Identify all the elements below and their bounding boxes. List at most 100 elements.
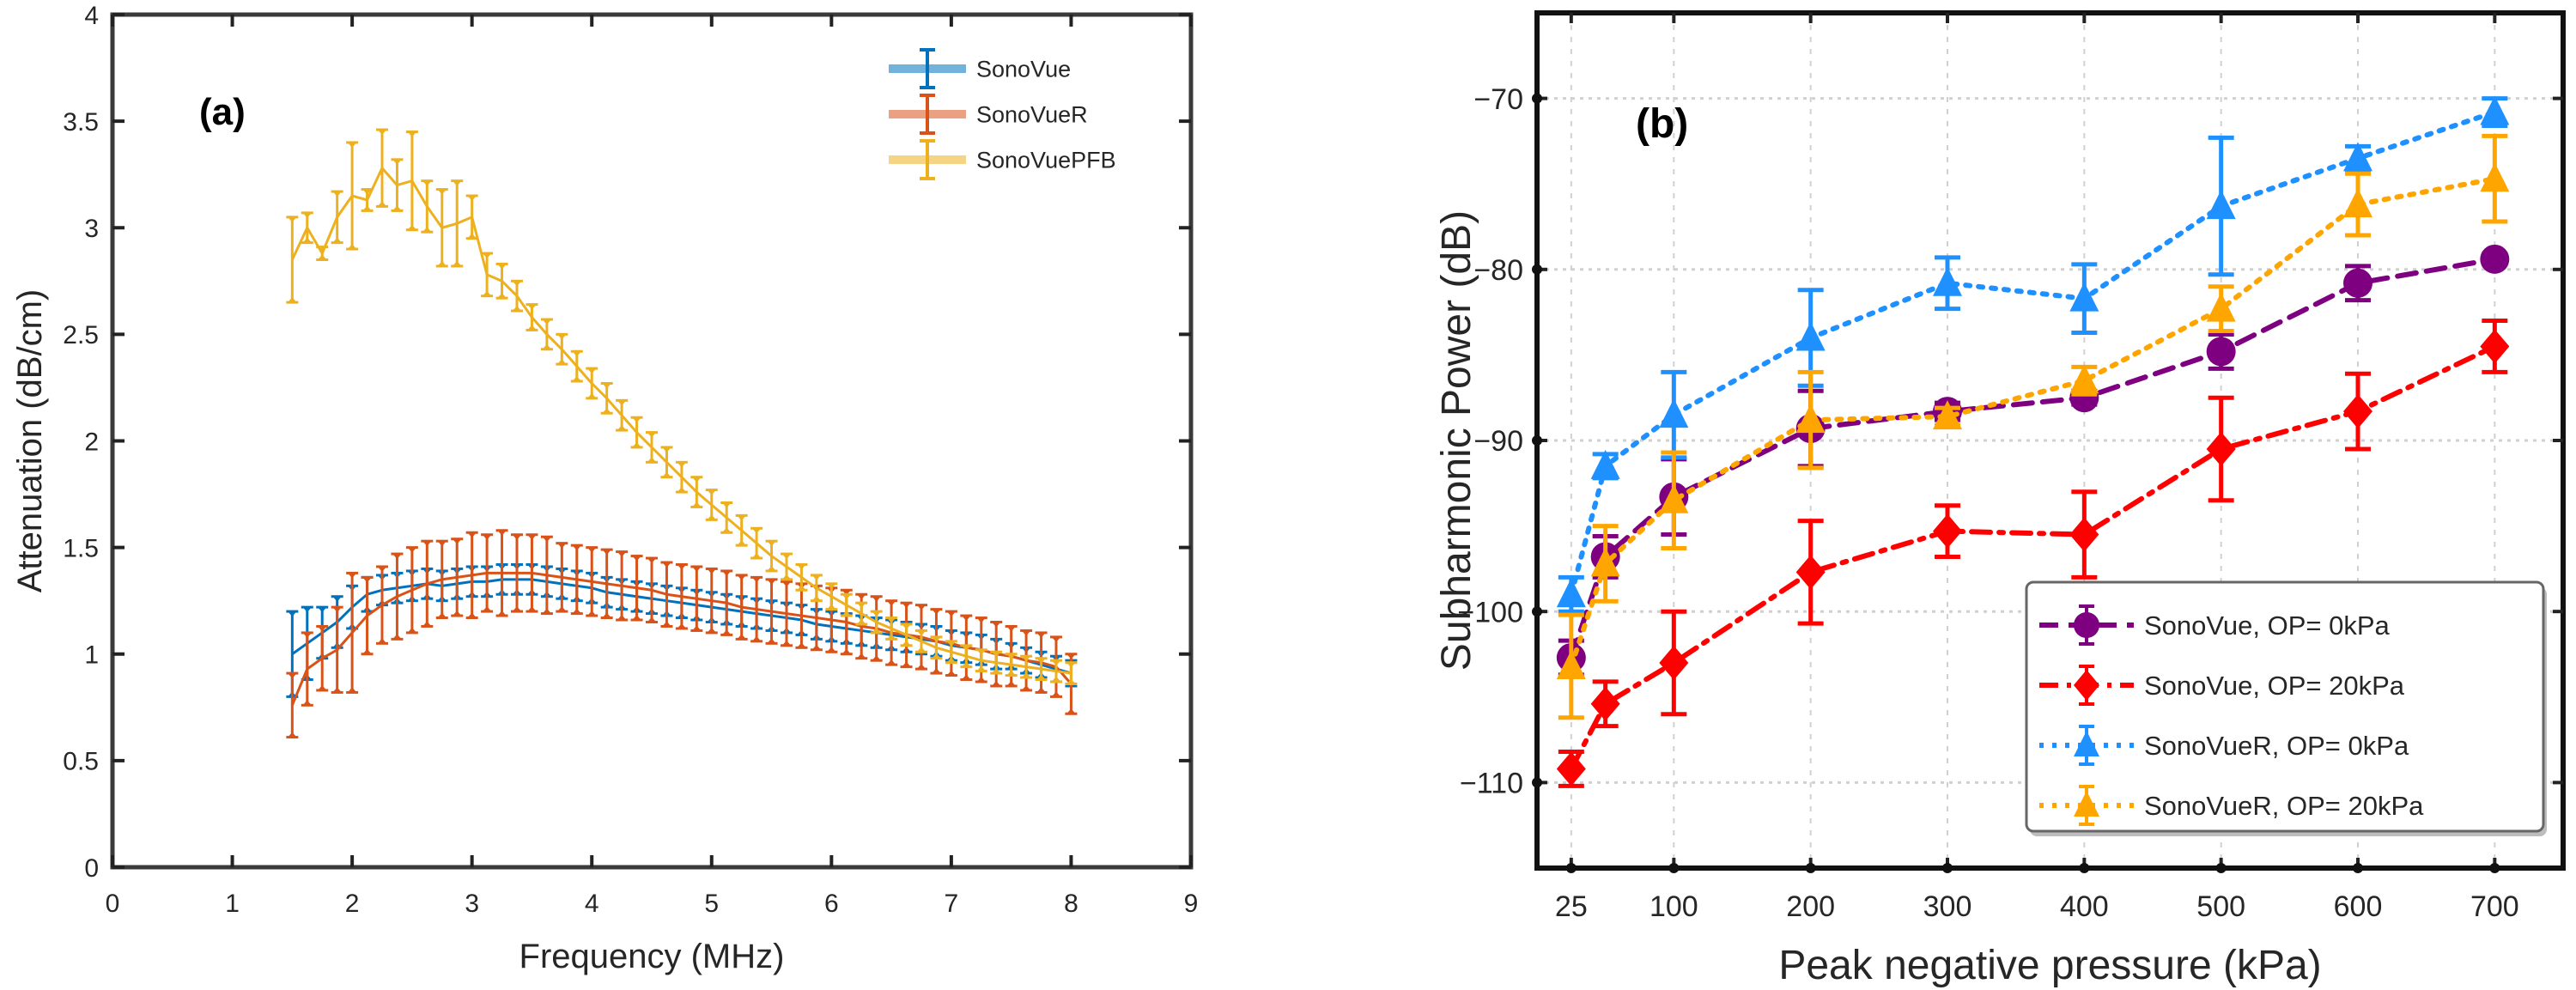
- x-tick-label: 8: [1064, 890, 1078, 918]
- error-cap-marker: [482, 533, 493, 540]
- legend-item: SonoVueR: [889, 94, 1088, 135]
- error-cap-marker: [811, 595, 822, 602]
- x-tick-label: 7: [945, 890, 959, 918]
- x-tick-label: 4: [585, 890, 599, 918]
- data-point: [1659, 398, 1689, 428]
- error-cap-marker: [1005, 653, 1017, 659]
- error-cap-marker: [961, 661, 972, 668]
- error-cap-marker: [482, 252, 493, 259]
- error-cap-marker: [691, 565, 702, 572]
- error-cap-marker: [766, 638, 777, 645]
- y-tick-label: −90: [1473, 425, 1523, 458]
- error-cap-marker: [676, 563, 687, 570]
- y-tick-dot: [1532, 606, 1542, 617]
- error-cap-marker: [1005, 625, 1017, 632]
- error-cap-marker: [361, 205, 373, 212]
- data-point: [2206, 431, 2236, 466]
- error-cap-marker: [586, 392, 598, 399]
- legend-box: [2025, 580, 2545, 833]
- y-axis-title: Subharmonic Power (dB): [1434, 210, 1479, 671]
- x-tick-label: 9: [1184, 890, 1199, 918]
- legend-label: SonoVue, OP= 0kPa: [2144, 610, 2391, 641]
- error-cap-marker: [991, 651, 1002, 658]
- x-tick-label: 100: [1649, 890, 1698, 923]
- error-cap-marker: [466, 233, 477, 240]
- data-point: [1590, 547, 1620, 577]
- data-point: [2343, 188, 2372, 218]
- error-cap-marker: [482, 606, 493, 613]
- legend-marker: [2074, 731, 2099, 756]
- error-cap-marker: [301, 606, 313, 613]
- legend-label: SonoVuePFB: [976, 148, 1116, 173]
- error-cap-marker: [512, 533, 522, 540]
- error-cap-marker: [1021, 684, 1032, 691]
- error-cap-marker: [1005, 680, 1017, 687]
- error-cap-marker: [436, 612, 447, 619]
- error-cap-marker: [796, 585, 807, 592]
- error-cap-marker: [1066, 653, 1077, 659]
- error-cap-marker: [975, 665, 987, 672]
- error-cap-marker: [781, 574, 792, 580]
- data-point: [1933, 400, 1962, 430]
- error-cap-marker: [571, 375, 582, 382]
- error-cap-marker: [526, 533, 538, 540]
- error-cap-marker: [466, 531, 477, 538]
- error-cap-marker: [1066, 661, 1077, 668]
- error-cap-marker: [661, 562, 672, 568]
- error-cap-marker: [317, 606, 328, 613]
- error-cap-marker: [991, 668, 1002, 675]
- error-cap-marker: [377, 129, 387, 136]
- y-tick-label: 0: [84, 854, 99, 883]
- data-point: [2069, 517, 2099, 552]
- error-cap-marker: [751, 576, 762, 583]
- error-cap-marker: [647, 457, 657, 464]
- x-tick-label: 600: [2334, 890, 2383, 923]
- error-cap-marker: [601, 612, 612, 619]
- error-cap-marker: [871, 610, 882, 617]
- x-tick-label: 0: [106, 890, 120, 918]
- error-cap-marker: [1036, 674, 1047, 681]
- error-cap-marker: [781, 580, 792, 587]
- error-cap-marker: [1066, 678, 1077, 685]
- panel-label: (b): [1636, 101, 1688, 147]
- legend-item: SonoVue: [889, 48, 1071, 89]
- legend-item: SonoVuePFB: [889, 139, 1116, 180]
- error-cap-marker: [856, 602, 867, 609]
- error-cap-marker: [347, 687, 358, 694]
- error-cap-marker: [631, 416, 642, 423]
- x-tick-label: 200: [1786, 890, 1835, 923]
- error-cap-marker: [945, 670, 957, 677]
- x-tick-dot: [1942, 863, 1953, 873]
- error-cap-marker: [556, 333, 568, 340]
- series-sonovuer-op-20kpa: [1556, 133, 2510, 720]
- data-point: [2480, 95, 2510, 125]
- error-cap-marker: [526, 606, 538, 613]
- y-tick-label: −70: [1473, 83, 1523, 116]
- data-point: [2206, 337, 2236, 367]
- error-cap-marker: [871, 655, 882, 662]
- y-tick-label: 4: [84, 2, 99, 30]
- data-point: [2206, 190, 2236, 220]
- error-cap-marker: [661, 446, 672, 452]
- error-cap-marker: [406, 131, 417, 137]
- error-cap-marker: [706, 514, 717, 521]
- error-cap-marker: [361, 576, 373, 583]
- error-cap-marker: [826, 582, 837, 589]
- error-cap-marker: [586, 610, 598, 617]
- error-cap-marker: [526, 325, 538, 331]
- legend-label: SonoVueR, OP= 0kPa: [2144, 731, 2409, 761]
- error-cap-marker: [317, 625, 328, 632]
- error-cap-marker: [1021, 672, 1032, 679]
- x-tick-dot: [1668, 863, 1680, 873]
- error-cap-marker: [945, 640, 957, 647]
- data-point: [1556, 751, 1586, 787]
- legend: SonoVue, OP= 0kPa SonoVue, OP= 20kPa SonoV…: [2025, 580, 2547, 836]
- x-tick-label: 500: [2196, 890, 2245, 923]
- x-tick-label: 3: [465, 890, 479, 918]
- error-cap-marker: [1005, 670, 1017, 677]
- legend-label: SonoVue, OP= 20kPa: [2144, 671, 2405, 701]
- error-cap-marker: [601, 408, 612, 415]
- error-cap-marker: [1021, 629, 1032, 636]
- error-cap-marker: [781, 553, 792, 560]
- error-cap-marker: [647, 431, 657, 438]
